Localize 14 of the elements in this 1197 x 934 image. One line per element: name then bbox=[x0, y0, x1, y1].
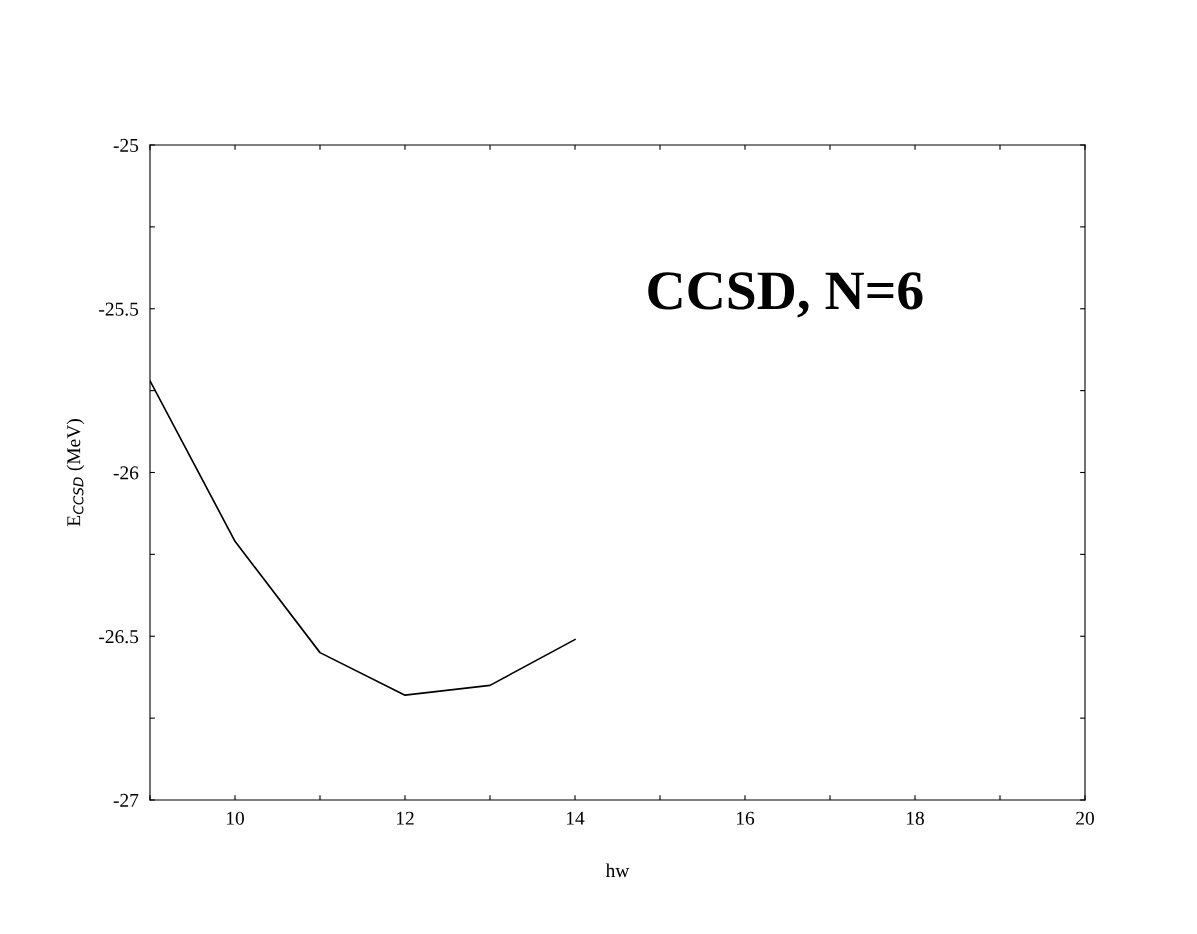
x-tick-label: 18 bbox=[906, 811, 924, 825]
x-tick-label: 10 bbox=[226, 811, 244, 825]
x-axis-title: hw bbox=[605, 863, 630, 878]
y-tick-label: -25 bbox=[113, 138, 139, 152]
x-tick-label: 16 bbox=[736, 811, 755, 825]
x-tick-label: 20 bbox=[1076, 811, 1094, 825]
x-tick-label: 14 bbox=[566, 811, 585, 825]
y-tick-label: -27 bbox=[113, 793, 139, 807]
y-tick-label: -25.5 bbox=[99, 302, 139, 316]
annotation: CCSD, N=6 bbox=[648, 272, 923, 318]
y-tick-label: -26 bbox=[113, 466, 139, 480]
x-tick-label: 12 bbox=[396, 811, 414, 825]
y-axis-title: E$_{CCSD}$ (MeV) bbox=[66, 419, 85, 527]
y-tick-label: -26.5 bbox=[99, 630, 139, 644]
